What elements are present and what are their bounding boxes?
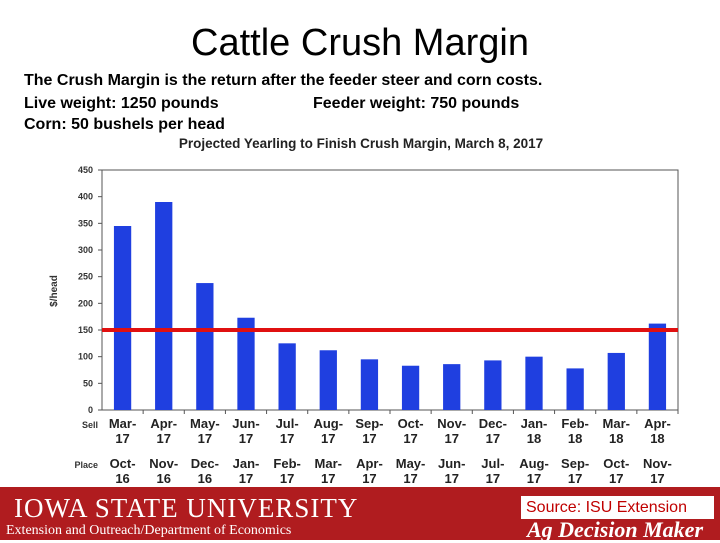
y-tick-label: 200: [78, 298, 93, 308]
sell-year-label: 17: [486, 431, 500, 446]
sell-month-label: Jan-: [521, 416, 548, 431]
place-year-label: 17: [362, 471, 376, 486]
source-box: [521, 496, 714, 519]
source-text: Source: ISU Extension: [526, 499, 687, 516]
place-month-label: May-: [396, 456, 426, 471]
bar: [401, 365, 420, 410]
place-month-label: Oct-: [110, 456, 136, 471]
place-month-label: Apr-: [356, 456, 383, 471]
bar: [278, 343, 296, 410]
sell-month-label: Feb-: [561, 416, 588, 431]
sell-year-label: 17: [444, 431, 458, 446]
sell-month-label: May-: [190, 416, 220, 431]
sell-year-label: 18: [609, 431, 623, 446]
place-month-label: Feb-: [273, 456, 300, 471]
sell-year-label: 18: [568, 431, 582, 446]
sell-month-label: Sep-: [355, 416, 383, 431]
sell-month-label: Oct-: [398, 416, 424, 431]
place-year-label: 17: [609, 471, 623, 486]
description-corn: Corn: 50 bushels per head: [24, 116, 225, 133]
sell-year-label: 17: [239, 431, 253, 446]
y-tick-label: 350: [78, 218, 93, 228]
description-line-1: The Crush Margin is the return after the…: [24, 72, 543, 89]
sell-month-label: Nov-: [437, 416, 466, 431]
bar: [237, 317, 255, 410]
y-tick-label: 50: [83, 378, 93, 388]
y-tick-label: 250: [78, 272, 93, 282]
place-year-label: 16: [115, 471, 129, 486]
place-year-label: 17: [568, 471, 582, 486]
place-year-label: 16: [198, 471, 212, 486]
sell-year-label: 17: [115, 431, 129, 446]
sell-month-label: Mar-: [109, 416, 136, 431]
footer-bar: IOWA STATE UNIVERSITY Extension and Outr…: [0, 487, 720, 542]
place-month-label: Sep-: [561, 456, 589, 471]
place-month-label: Jan-: [233, 456, 260, 471]
chart-title: Projected Yearling to Finish Crush Margi…: [179, 136, 543, 151]
place-year-label: 17: [444, 471, 458, 486]
sell-year-label: 17: [321, 431, 335, 446]
y-axis-label: $/head: [49, 275, 60, 307]
sell-month-label: Jul-: [276, 416, 299, 431]
bar: [319, 350, 337, 410]
sell-month-label: Jun-: [232, 416, 259, 431]
y-tick-label: 0: [88, 405, 93, 415]
y-tick-label: 150: [78, 325, 93, 335]
place-year-label: 17: [280, 471, 294, 486]
sell-year-label: 17: [156, 431, 170, 446]
sell-year-label: 17: [198, 431, 212, 446]
sell-year-label: 17: [403, 431, 417, 446]
sell-row-label: Sell: [82, 420, 98, 430]
sell-month-label: Mar-: [603, 416, 630, 431]
y-tick-label: 100: [78, 352, 93, 362]
university-name: IOWA STATE UNIVERSITY: [14, 493, 359, 523]
place-month-label: Jun-: [438, 456, 465, 471]
slide-title: Cattle Crush Margin: [191, 22, 529, 64]
sell-month-label: Apr-: [150, 416, 177, 431]
bar: [607, 352, 625, 410]
description-live-weight: Live weight: 1250 pounds: [24, 95, 219, 112]
description-feeder-weight: Feeder weight: 750 pounds: [313, 95, 520, 112]
sell-month-label: Apr-: [644, 416, 671, 431]
plot-frame: [101, 169, 679, 411]
sell-year-label: 18: [527, 431, 541, 446]
place-year-label: 17: [527, 471, 541, 486]
place-year-label: 16: [156, 471, 170, 486]
place-year-label: 17: [321, 471, 335, 486]
bar: [525, 356, 543, 410]
bar: [566, 368, 584, 410]
y-tick-label: 400: [78, 192, 93, 202]
y-tick-label: 450: [78, 165, 93, 175]
place-month-label: Jul-: [481, 456, 504, 471]
place-year-label: 17: [403, 471, 417, 486]
bar: [443, 364, 461, 410]
sell-year-label: 17: [280, 431, 294, 446]
place-month-label: Aug-: [519, 456, 549, 471]
place-month-label: Nov-: [643, 456, 672, 471]
sell-year-label: 18: [650, 431, 664, 446]
bar: [155, 202, 173, 410]
sell-month-label: Aug-: [313, 416, 343, 431]
sell-month-label: Dec-: [479, 416, 507, 431]
bar: [484, 360, 502, 410]
bar: [648, 323, 667, 410]
crush-margin-chart: Projected Yearling to Finish Crush Margi…: [49, 136, 679, 486]
bar: [113, 226, 132, 410]
sell-year-label: 17: [362, 431, 376, 446]
ag-decision-maker-logo: Ag Decision Maker: [527, 517, 703, 542]
place-year-label: 17: [650, 471, 664, 486]
place-month-label: Oct-: [603, 456, 629, 471]
place-month-label: Dec-: [191, 456, 219, 471]
bar: [360, 359, 379, 410]
place-row-label: Place: [74, 460, 98, 470]
department-name: Extension and Outreach/Department of Eco…: [6, 523, 292, 538]
y-tick-label: 300: [78, 245, 93, 255]
place-month-label: Mar-: [315, 456, 342, 471]
bar: [196, 283, 214, 410]
place-year-label: 17: [486, 471, 500, 486]
place-year-label: 17: [239, 471, 253, 486]
place-month-label: Nov-: [149, 456, 178, 471]
